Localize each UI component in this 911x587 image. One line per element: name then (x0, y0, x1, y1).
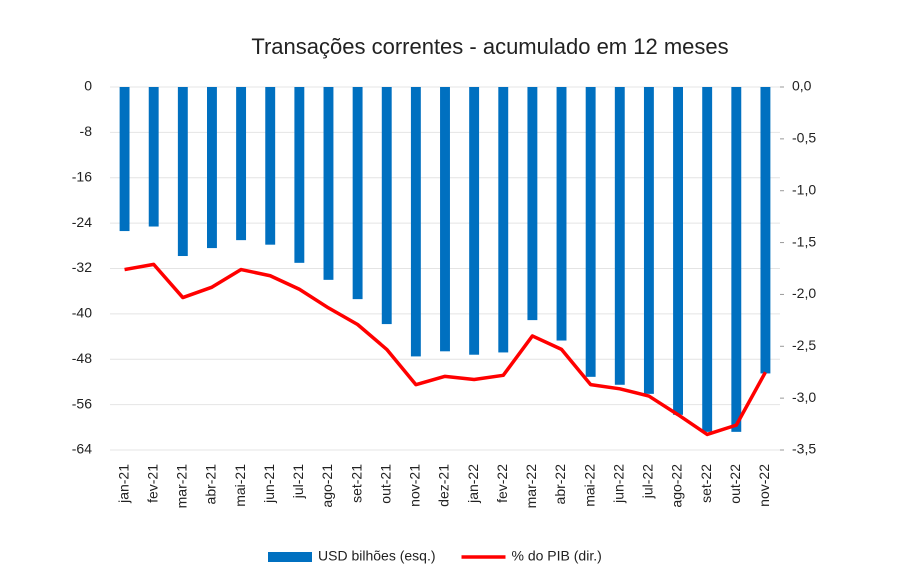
bar (177, 87, 188, 257)
bar (352, 87, 363, 300)
y-tick-label: -40 (72, 305, 92, 321)
x-tick-label: jun-22 (610, 464, 626, 504)
y2-tick-label: 0,0 (792, 78, 812, 94)
y2-tick-label: -0,5 (792, 130, 816, 146)
y2-tick-label: -1,5 (792, 233, 816, 249)
y-tick-label: -56 (72, 395, 92, 411)
y-tick-label: -24 (72, 214, 92, 230)
bar (731, 87, 742, 432)
bar (323, 87, 334, 280)
x-tick-label: mar-22 (523, 464, 539, 509)
y-tick-label: -64 (72, 441, 92, 457)
x-tick-label: jan-22 (465, 464, 481, 504)
y2-tick-label: -3,5 (792, 441, 816, 457)
bar (381, 87, 392, 325)
bar (119, 87, 130, 232)
x-tick-label: abr-21 (203, 464, 219, 505)
x-tick-label: set-21 (348, 464, 364, 503)
bar (469, 87, 480, 355)
x-tick-label: jan-21 (115, 464, 131, 504)
legend-label: USD bilhões (esq.) (318, 548, 436, 564)
x-tick-label: fev-22 (494, 464, 510, 503)
bar (148, 87, 159, 227)
bar (527, 87, 538, 321)
x-tick-label: mar-21 (174, 464, 190, 509)
x-tick-label: ago-22 (669, 464, 685, 508)
bar (440, 87, 450, 352)
x-tick-label: ago-21 (319, 464, 335, 508)
bar (265, 87, 276, 245)
x-tick-label: out-21 (377, 464, 393, 504)
bar (760, 87, 771, 374)
x-tick-label: nov-21 (407, 464, 423, 507)
x-tick-label: jun-21 (261, 464, 277, 504)
legend-swatch (268, 552, 312, 562)
y-tick-label: -48 (72, 350, 92, 366)
legend-label: % do PIB (dir.) (512, 548, 602, 564)
bar (410, 87, 421, 357)
x-tick-label: mai-22 (581, 464, 597, 507)
y2-tick-label: -3,0 (792, 389, 816, 405)
bar (673, 87, 683, 415)
bar (585, 87, 596, 377)
bar (294, 87, 305, 263)
x-tick-label: dez-21 (436, 464, 452, 507)
y2-tick-label: -2,0 (792, 285, 816, 301)
x-tick-label: jul-21 (290, 464, 306, 499)
bar (498, 87, 509, 353)
y2-tick-label: -1,0 (792, 181, 816, 197)
bar (556, 87, 567, 341)
line (124, 262, 767, 437)
y-tick-label: -8 (80, 123, 93, 139)
x-tick-label: abr-22 (552, 464, 568, 505)
x-tick-label: out-22 (727, 464, 743, 504)
bar (614, 87, 625, 385)
chart-title: Transações correntes - acumulado em 12 m… (251, 34, 728, 59)
y2-tick-label: -2,5 (792, 337, 816, 353)
x-tick-label: fev-21 (144, 464, 160, 503)
x-tick-label: set-22 (698, 464, 714, 503)
y-tick-label: -16 (72, 168, 92, 184)
bar (236, 87, 247, 241)
y-tick-label: 0 (84, 78, 92, 94)
x-tick-label: jul-22 (640, 464, 656, 499)
x-tick-label: mai-21 (232, 464, 248, 507)
bar (207, 87, 217, 249)
y-tick-label: -32 (72, 259, 92, 275)
bar (643, 87, 654, 394)
bar (702, 87, 713, 432)
x-tick-label: nov-22 (756, 464, 772, 507)
